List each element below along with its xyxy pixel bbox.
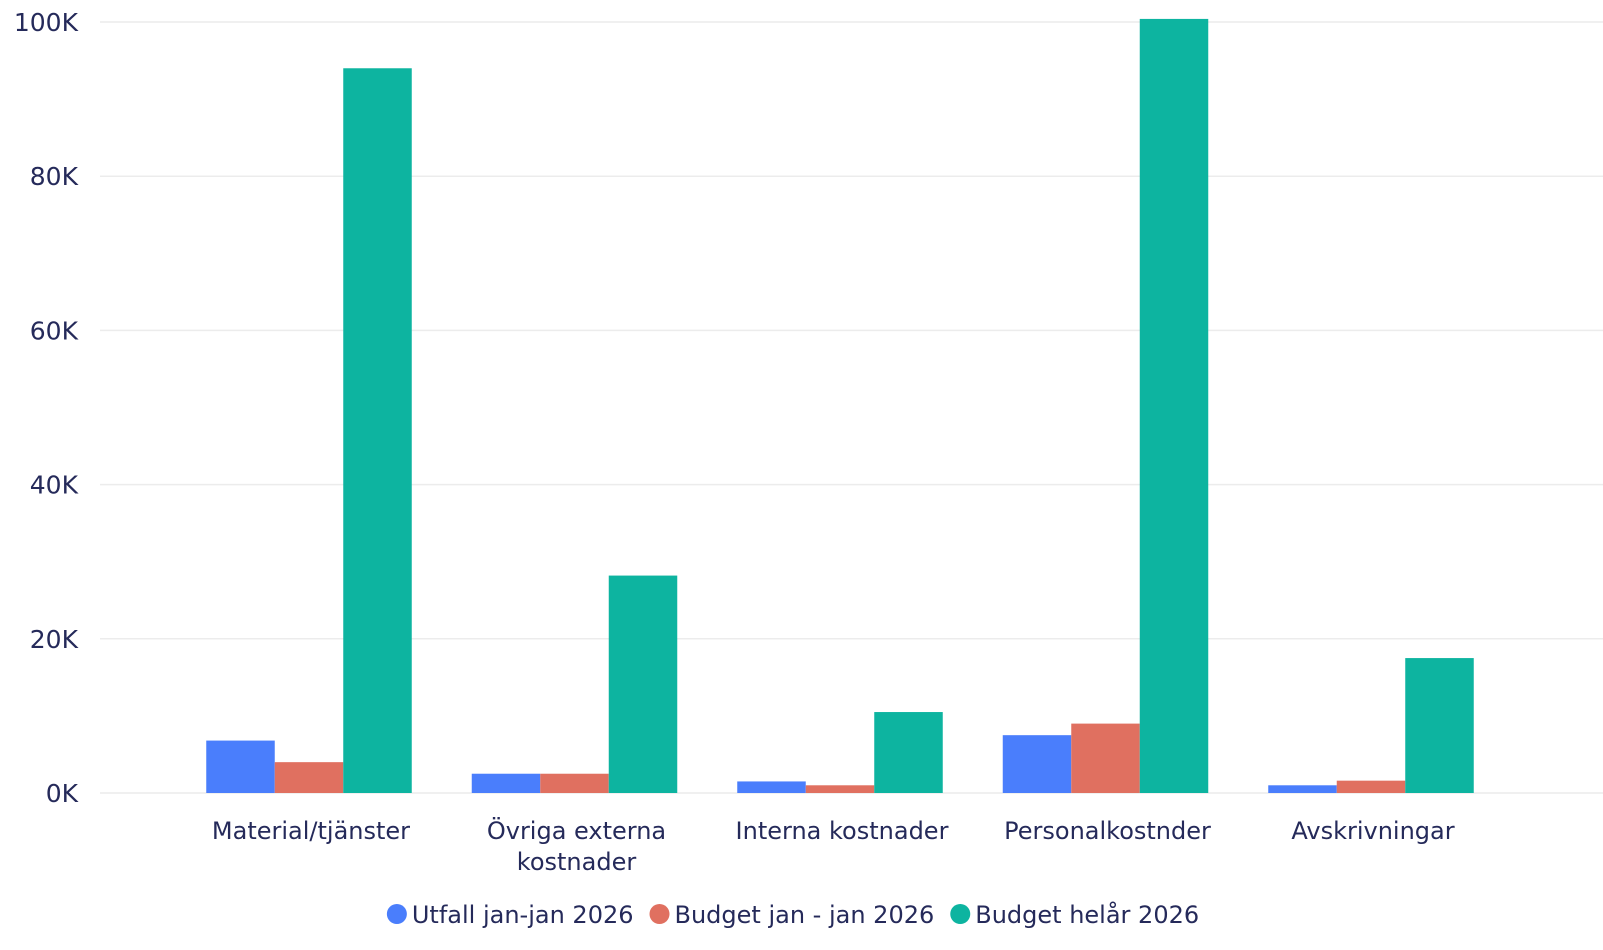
legend-label: Budget helår 2026 bbox=[975, 900, 1199, 929]
bar[interactable] bbox=[343, 68, 412, 793]
legend-label: Utfall jan-jan 2026 bbox=[412, 901, 634, 929]
bar[interactable] bbox=[1405, 658, 1474, 793]
bar[interactable] bbox=[737, 781, 806, 793]
x-category-label: Personalkostnder bbox=[1004, 817, 1211, 845]
bars bbox=[206, 18, 1474, 793]
legend[interactable]: Utfall jan-jan 2026 Budget jan - jan 2026… bbox=[386, 900, 1199, 929]
bar[interactable] bbox=[471, 773, 541, 793]
y-axis-ticks: 0K 20K 40K 60K 80K 100K bbox=[14, 8, 79, 808]
x-category-label: kostnader bbox=[517, 848, 637, 876]
y-tick-label: 100K bbox=[14, 8, 79, 37]
bar[interactable] bbox=[206, 740, 275, 793]
y-tick-label: 60K bbox=[30, 316, 79, 345]
x-category-label: Material/tjänster bbox=[212, 817, 410, 845]
bar[interactable] bbox=[805, 785, 875, 793]
x-category-label: Interna kostnader bbox=[736, 817, 949, 845]
x-category-label: Övriga externa bbox=[487, 816, 666, 845]
legend-item[interactable]: Budget helår 2026 bbox=[950, 900, 1199, 929]
y-tick-label: 20K bbox=[30, 625, 79, 654]
bar[interactable] bbox=[1002, 735, 1072, 793]
y-tick-label: 40K bbox=[30, 471, 79, 500]
bar[interactable] bbox=[1071, 723, 1140, 793]
legend-swatch bbox=[649, 904, 670, 924]
bar[interactable] bbox=[874, 712, 943, 793]
bar[interactable] bbox=[1268, 785, 1337, 793]
bar[interactable] bbox=[1139, 18, 1209, 793]
legend-item[interactable]: Budget jan - jan 2026 bbox=[649, 901, 935, 929]
legend-label: Budget jan - jan 2026 bbox=[675, 901, 935, 929]
x-category-label: Avskrivningar bbox=[1291, 817, 1454, 845]
y-tick-label: 0K bbox=[46, 779, 79, 808]
y-tick-label: 80K bbox=[30, 162, 79, 191]
legend-swatch bbox=[950, 904, 971, 924]
legend-swatch bbox=[386, 904, 407, 924]
bar[interactable] bbox=[1336, 780, 1406, 793]
gridlines bbox=[100, 21, 1603, 794]
bar[interactable] bbox=[540, 773, 609, 793]
bar[interactable] bbox=[274, 762, 344, 793]
x-axis-labels: Material/tjänster Övriga externa kostnader… bbox=[212, 816, 1455, 876]
bar[interactable] bbox=[608, 575, 678, 793]
legend-item[interactable]: Utfall jan-jan 2026 bbox=[386, 901, 634, 929]
